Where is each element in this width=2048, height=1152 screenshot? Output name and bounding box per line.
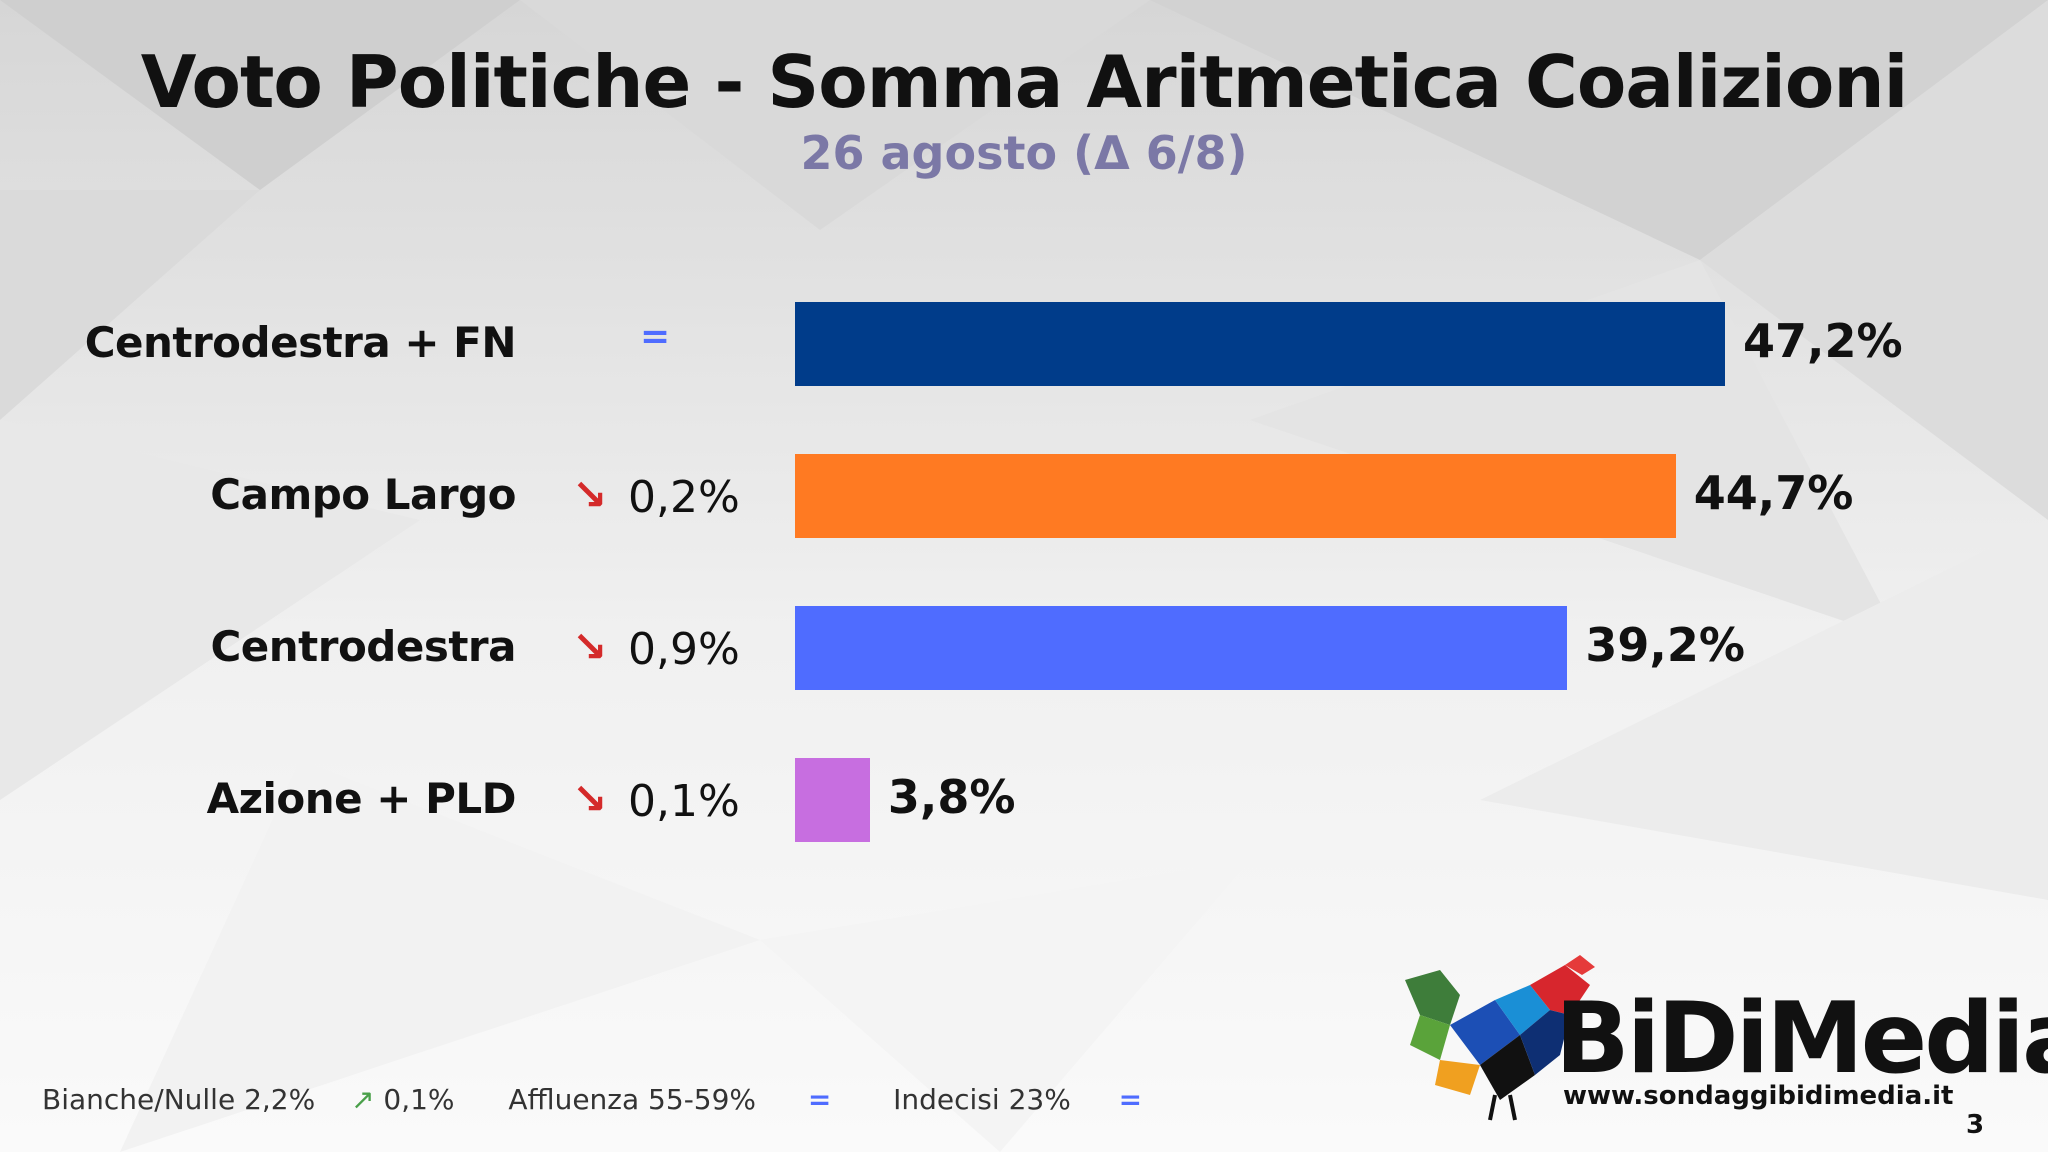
bianche-label: Bianche/Nulle 2,2% <box>42 1083 316 1116</box>
chart-subtitle: 26 agosto (Δ 6/8) <box>800 126 1248 180</box>
value-label: 39,2% <box>1585 618 1745 672</box>
chart-title: Voto Politiche - Somma Aritmetica Coaliz… <box>140 40 1909 124</box>
category-label: Azione + PLD <box>206 774 517 823</box>
chart-row: Azione + PLD ↘ 0,1% 3,8% <box>0 758 2048 842</box>
bianche-change: 0,1% <box>383 1083 455 1116</box>
chart-row: Centrodestra ↘ 0,9% 39,2% <box>0 606 2048 690</box>
bianche-up-arrow-icon: ↗ <box>351 1083 375 1116</box>
value-label: 3,8% <box>887 770 1016 824</box>
bar <box>795 454 1676 538</box>
affluenza-label: Affluenza 55-59% <box>508 1083 757 1116</box>
logo-url: www.sondaggibidimedia.it <box>1563 1081 1954 1111</box>
down-arrow-icon: ↘ <box>572 774 608 823</box>
bar <box>795 606 1568 690</box>
down-arrow-icon: ↘ <box>572 622 608 671</box>
equal-icon: = <box>640 316 671 357</box>
indecisi-equal-icon: = <box>1118 1083 1143 1116</box>
category-label: Centrodestra + FN <box>84 318 517 367</box>
logo-wordmark: BiDiMedia <box>1555 982 2048 1096</box>
value-label: 44,7% <box>1693 466 1854 520</box>
footer-stats: Bianche/Nulle 2,2% ↗ 0,1% Affluenza 55-5… <box>42 1083 1142 1116</box>
change-value: 0,2% <box>628 472 740 523</box>
change-value: 0,9% <box>628 624 740 675</box>
chart-row: Centrodestra + FN = 47,2% <box>0 302 2048 386</box>
category-label: Campo Largo <box>210 470 516 519</box>
bar <box>795 302 1725 386</box>
change-value: 0,1% <box>628 776 740 827</box>
chart-row: Campo Largo ↘ 0,2% 44,7% <box>0 454 2048 538</box>
value-label: 47,2% <box>1743 314 1903 368</box>
category-label: Centrodestra <box>210 622 516 671</box>
page-number: 3 <box>1966 1110 1985 1140</box>
down-arrow-icon: ↘ <box>572 470 608 519</box>
bidimedia-rooster-logo-icon <box>1405 955 1595 1121</box>
affluenza-equal-icon: = <box>807 1083 832 1116</box>
bar <box>795 758 870 842</box>
indecisi-label: Indecisi 23% <box>893 1083 1071 1116</box>
